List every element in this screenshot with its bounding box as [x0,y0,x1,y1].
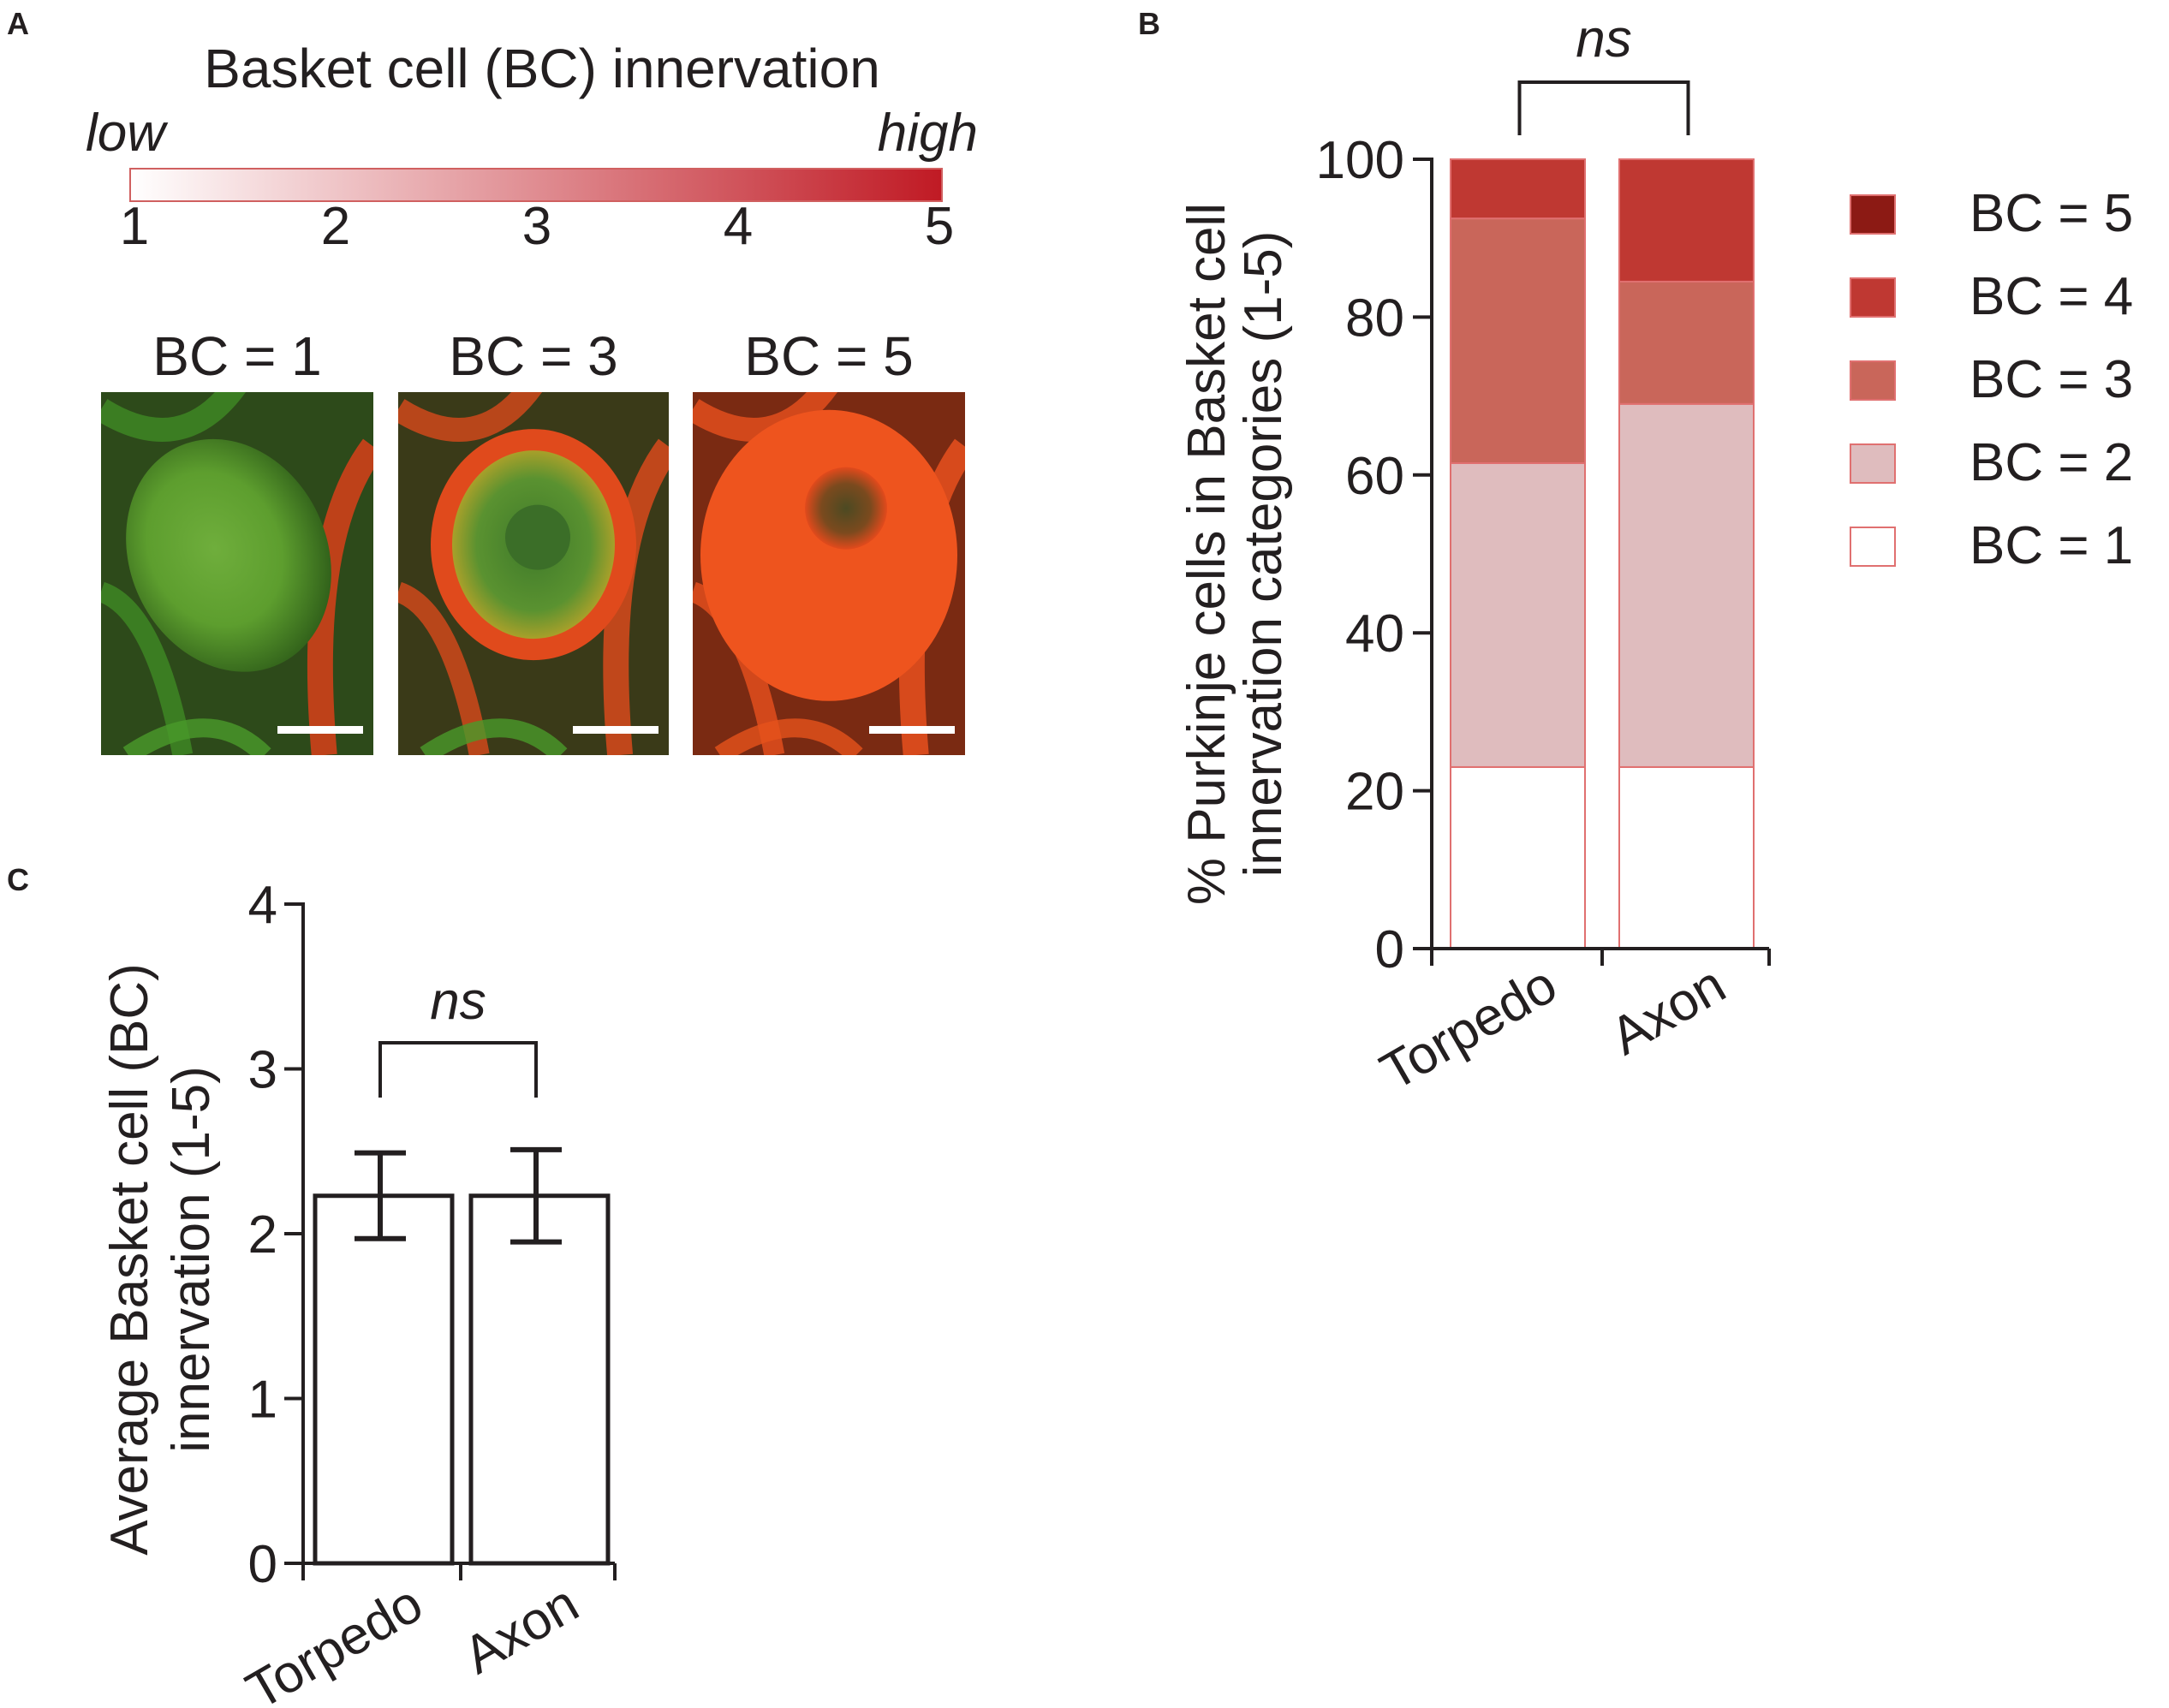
legend-label: BC = 1 [1969,516,2133,575]
legend-label: BC = 3 [1969,350,2133,409]
colorbar-tick-label: 5 [925,197,954,256]
significance-bracket [1517,80,1690,135]
scale-bar [869,726,955,734]
y-axis-label-line: % Purkinje cells in Basket cell [1177,203,1236,905]
significance-label: ns [430,972,486,1031]
fibre [101,392,246,442]
bar-segment [1618,402,1755,768]
colorbar-tick-label: 2 [321,197,350,256]
y-tick-label: 40 [1345,604,1404,664]
y-axis-label-line: Average Basket cell (BC) [100,963,159,1555]
panel-a-letter: A [7,6,29,41]
micrograph-label: BC = 1 [152,325,321,387]
legend-label: BC = 5 [1969,184,2133,243]
legend-swatch [1850,277,1896,318]
colorbar-tick-label: 4 [724,197,753,256]
legend-label: BC = 2 [1969,433,2133,492]
colorbar-high-label: high [878,104,978,163]
fibre [398,392,542,442]
bar [468,1193,611,1566]
y-tick-label: 4 [248,876,277,935]
fibre [714,718,863,755]
y-tick-label: 20 [1345,763,1404,822]
panel-a: A Basket cell (BC) innervation low high … [7,6,978,755]
cell-nucleus [505,504,570,570]
y-axis-label: Average Basket cell (BC)innervation (1-5… [100,963,221,1555]
fibre [101,581,194,755]
bar [313,1193,455,1566]
y-axis-label-line: innervation (1-5) [162,1066,221,1452]
colorbar-tick-label: 3 [522,197,551,256]
cell-soma [700,409,957,701]
micrograph-label: BC = 3 [449,325,617,387]
colorbar-ticks: 1 2 3 4 5 [120,197,954,256]
bar-segment [1450,461,1586,768]
y-axis-label: % Purkinje cells in Basket cellinnervati… [1177,203,1293,905]
y-axis-label-line: innervation categories (1-5) [1234,231,1293,878]
panel-b-letter: B [1138,6,1160,41]
micrograph-label: BC = 5 [744,325,913,387]
colorbar-low-label: low [86,104,169,163]
legend-swatch [1850,527,1896,567]
bar-segment [1618,280,1755,405]
x-tick-label: Axon [1601,955,1736,1066]
legend-swatch [1850,360,1896,401]
y-tick-label: 100 [1316,131,1404,190]
colorbar [129,168,943,202]
colorbar-title: Basket cell (BC) innervation [204,38,880,99]
significance-label: ns [1576,9,1631,68]
y-tick-label: 60 [1345,447,1404,506]
micrograph [398,392,669,755]
legend-swatch [1850,443,1896,484]
colorbar-tick-label: 1 [120,197,149,256]
scale-bar [573,726,658,734]
legend-swatch [1850,194,1896,235]
fibre [122,718,271,755]
y-tick-label: 0 [248,1535,277,1594]
bar-segment [1618,765,1755,949]
bar-segment [1450,765,1586,949]
fibre [420,718,568,755]
bar-segment [1450,217,1586,464]
cell-nucleus [805,467,887,550]
panel-c-letter: C [7,862,29,897]
micrograph [101,392,373,755]
micrograph [693,392,965,755]
fibre [398,581,490,755]
y-tick-label: 0 [1375,920,1404,979]
y-tick-label: 3 [248,1041,277,1100]
y-tick-label: 1 [248,1371,277,1430]
y-tick-label: 80 [1345,289,1404,348]
legend-label: BC = 4 [1969,267,2133,326]
scale-bar [277,726,363,734]
x-tick-label: Axon [454,1574,588,1685]
y-tick-label: 2 [248,1205,277,1265]
cell-soma [126,438,331,672]
micrographs: BC = 1 BC = 3 BC = 5 [101,325,965,755]
significance-bracket [378,1041,538,1098]
bar-segment [1450,158,1586,220]
bar-segment [1618,158,1755,283]
